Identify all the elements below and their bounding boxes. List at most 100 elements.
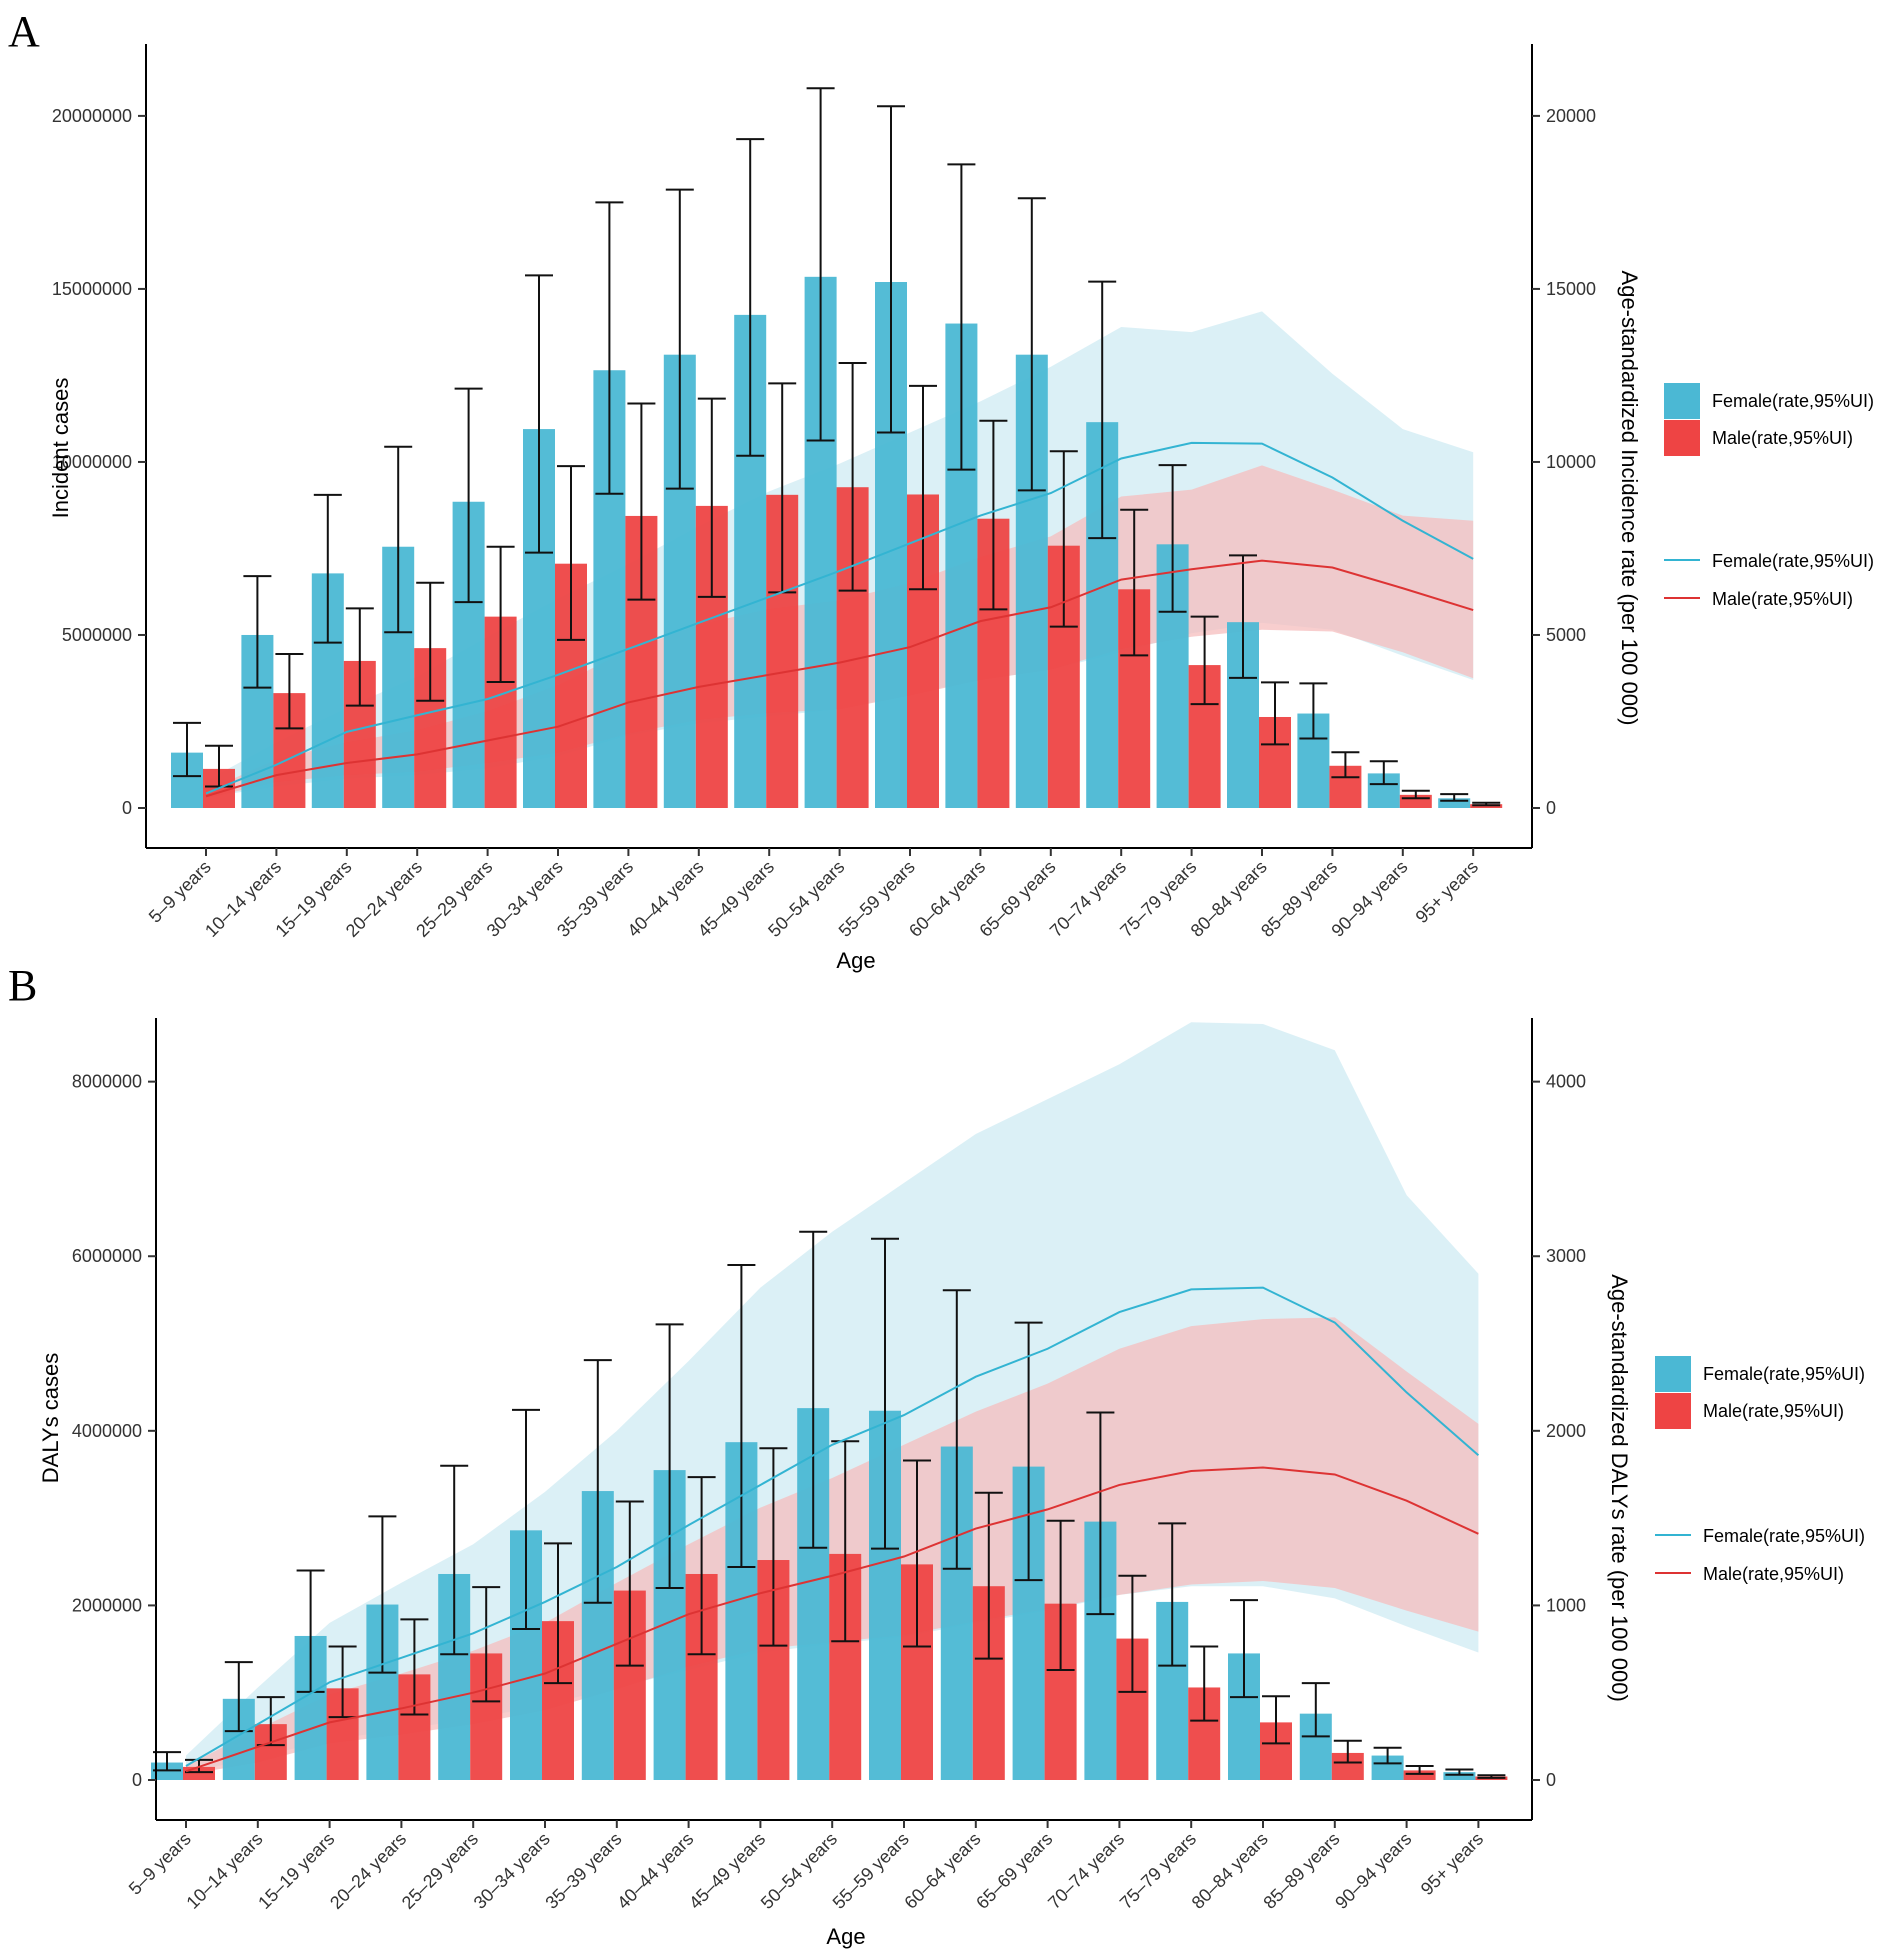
x-tick-label: 95+ years <box>1417 1829 1487 1899</box>
y-tick-label: 15000000 <box>52 279 132 299</box>
female-error-bar <box>942 1289 971 1570</box>
y-tick-label: 8000000 <box>72 1072 142 1092</box>
x-tick-label: 60–64 years <box>900 1829 984 1913</box>
male-rate-line <box>185 1466 1479 1773</box>
male-error-bar <box>486 545 515 684</box>
male-error-bar <box>1118 1574 1147 1693</box>
female-error-bar <box>153 1751 181 1772</box>
female-error-bar <box>1158 1522 1187 1667</box>
bar-layer <box>171 276 1503 809</box>
female-error-bar <box>296 1569 325 1693</box>
female-error-bar <box>1440 793 1469 802</box>
male-error-bar <box>831 1440 860 1643</box>
female-error-bar <box>1369 760 1398 786</box>
x-tick-label: 25–29 years <box>398 1829 482 1913</box>
female-error-bar <box>525 274 553 554</box>
male-error-bar <box>759 1447 788 1647</box>
x-axis-title: Age <box>836 948 875 973</box>
x-tick-label: 5–9 years <box>125 1829 195 1899</box>
female-error-bar <box>1373 1746 1402 1765</box>
female-error-bar <box>1229 554 1257 679</box>
female-error-bar <box>877 105 905 434</box>
y2-tick-label: 4000 <box>1546 1072 1586 1092</box>
legend-male-bar-key <box>1655 1393 1691 1429</box>
female-error-bar <box>806 87 835 442</box>
x-tick-label: 75–79 years <box>1116 1829 1200 1913</box>
female-error-bar <box>243 575 272 689</box>
female-error-bar <box>1014 1321 1043 1582</box>
y2-tick-label: 15000 <box>1546 279 1596 299</box>
legend-female-line-label: Female(rate,95%UI) <box>1712 551 1874 571</box>
y-tick-label: 6000000 <box>72 1246 142 1266</box>
male-error-bar <box>205 744 233 788</box>
female-error-bar <box>1230 1599 1258 1699</box>
female-error-bar <box>224 1661 253 1733</box>
male-error-bar <box>838 361 867 592</box>
male-error-bar <box>1401 789 1430 800</box>
female-error-bar <box>595 201 624 495</box>
y-axis-title: Incident cases <box>48 378 73 519</box>
female-error-bar <box>440 1464 469 1656</box>
male-error-bar <box>1046 1519 1075 1672</box>
male-error-bar <box>416 581 445 702</box>
female-error-bar <box>655 1323 684 1589</box>
x-tick-label: 35–39 years <box>541 1829 625 1913</box>
legend-female-bar-label: Female(rate,95%UI) <box>1712 391 1874 411</box>
female-error-bar <box>947 163 976 471</box>
female-error-bar <box>665 188 694 490</box>
x-tick-label: 65–69 years <box>972 1829 1056 1913</box>
legend-male-bar-key <box>1664 420 1700 456</box>
legend-male-bar-label: Male(rate,95%UI) <box>1703 1401 1844 1421</box>
x-tick-label: 15–19 years <box>254 1829 338 1913</box>
male-error-bar <box>345 607 374 707</box>
male-rate-ci-band <box>186 1317 1479 1775</box>
legend-female-bar-label: Female(rate,95%UI) <box>1703 1364 1865 1384</box>
y2-tick-label: 3000 <box>1546 1246 1586 1266</box>
x-tick-label: 85–89 years <box>1259 1829 1343 1913</box>
male-error-bar <box>909 384 937 591</box>
y2-tick-label: 2000 <box>1546 1421 1586 1441</box>
x-tick-label: 10–14 years <box>182 1829 266 1913</box>
legend-female-bar-key <box>1664 383 1700 419</box>
female-error-bar <box>871 1237 899 1550</box>
male-error-bar <box>472 1586 501 1703</box>
rate-line-layer <box>185 1286 1480 1773</box>
female-rate-line <box>185 1286 1480 1767</box>
male-error-bar <box>979 419 1008 611</box>
legend-male-line-label: Male(rate,95%UI) <box>1712 589 1853 609</box>
y-tick-label: 5000000 <box>62 625 132 645</box>
rate-line-layer <box>205 441 1474 798</box>
male-error-bar <box>627 402 656 601</box>
male-error-bar <box>1472 801 1501 807</box>
y2-tick-label: 5000 <box>1546 625 1586 645</box>
y2-tick-label: 0 <box>1546 1770 1556 1790</box>
x-tick-label: 80–84 years <box>1188 1829 1272 1913</box>
male-error-bar <box>1477 1774 1506 1779</box>
female-error-bar <box>1445 1768 1474 1776</box>
x-tick-label: 95+ years <box>1412 857 1482 927</box>
male-error-bar <box>903 1459 931 1648</box>
x-axis-title: Age <box>826 1924 865 1949</box>
male-bar <box>1403 1770 1436 1780</box>
female-bar <box>1438 798 1471 808</box>
panel-letter-a: A <box>8 7 40 56</box>
legend-female-line-label: Female(rate,95%UI) <box>1703 1526 1865 1546</box>
error-bar-layer <box>153 1230 1506 1779</box>
x-tick-label: 30–34 years <box>470 1829 554 1913</box>
y2-tick-label: 20000 <box>1546 106 1596 126</box>
y2-tick-label: 10000 <box>1546 452 1596 472</box>
male-error-bar <box>1261 681 1289 746</box>
female-error-bar <box>1086 1411 1115 1616</box>
legend: Female(rate,95%UI) Male(rate,95%UI) Fema… <box>1664 383 1874 609</box>
male-error-bar <box>557 465 585 641</box>
male-error-bar <box>1049 450 1078 628</box>
female-error-bar <box>1017 197 1046 492</box>
x-tick-label: 20–24 years <box>326 1829 410 1913</box>
male-error-bar <box>1333 1739 1362 1764</box>
female-error-bar <box>512 1408 540 1630</box>
female-error-bar <box>799 1230 828 1549</box>
x-tick-label: 70–74 years <box>1044 1829 1128 1913</box>
y2-tick-label: 1000 <box>1546 1595 1586 1615</box>
rate-band-layer <box>186 1022 1479 1775</box>
